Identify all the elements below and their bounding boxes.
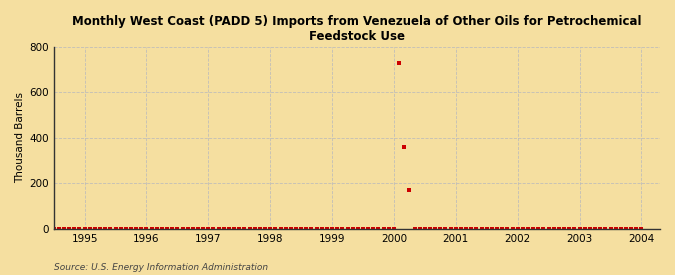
Title: Monthly West Coast (PADD 5) Imports from Venezuela of Other Oils for Petrochemic: Monthly West Coast (PADD 5) Imports from… — [72, 15, 641, 43]
Text: Source: U.S. Energy Information Administration: Source: U.S. Energy Information Administ… — [54, 263, 268, 272]
Y-axis label: Thousand Barrels: Thousand Barrels — [15, 92, 25, 183]
